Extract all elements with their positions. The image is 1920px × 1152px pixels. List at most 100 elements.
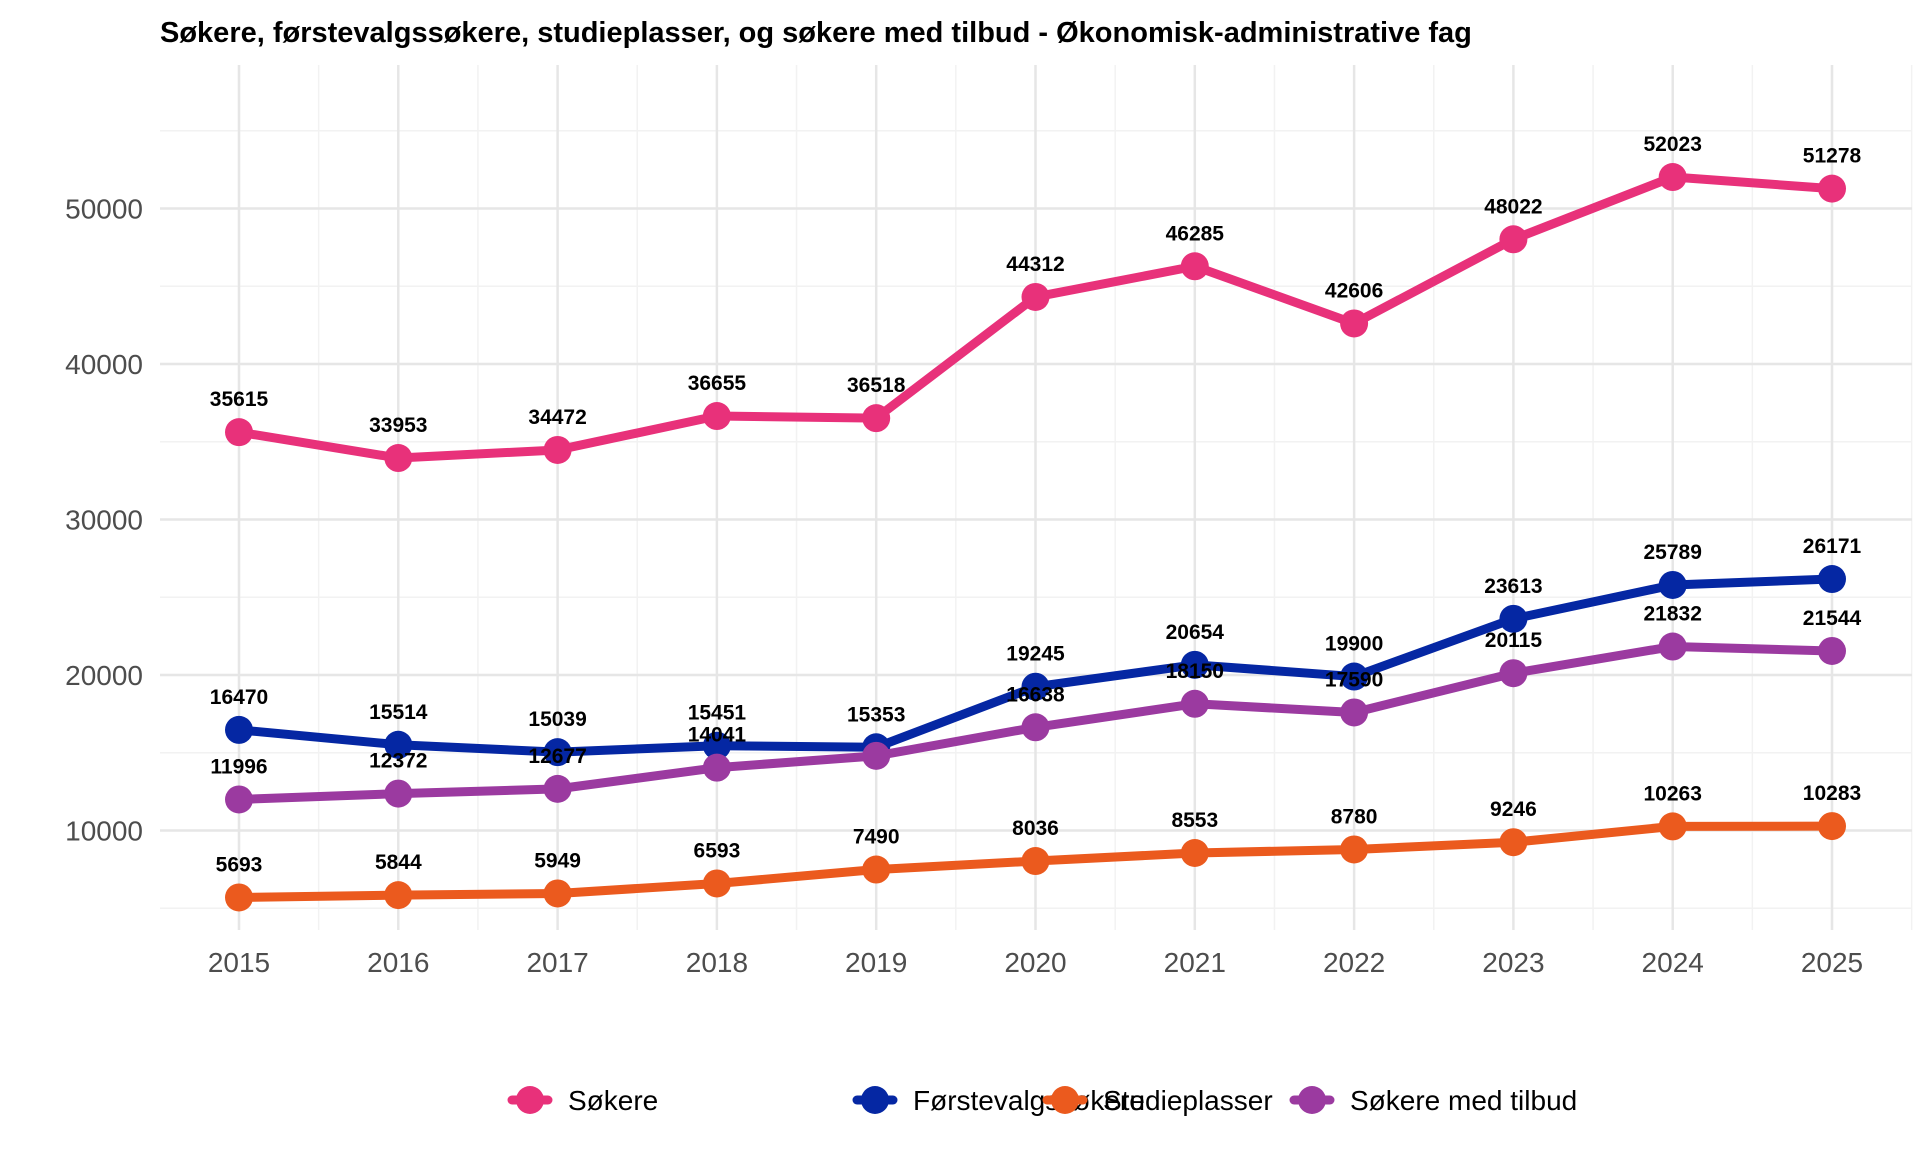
data-label: 44312 — [1006, 253, 1064, 276]
data-label: 20654 — [1166, 621, 1225, 644]
data-point — [1499, 828, 1528, 857]
legend-label: Førstevalgssøkere — [913, 1085, 1145, 1116]
x-tick-label: 2018 — [686, 947, 748, 978]
data-point — [1180, 252, 1209, 281]
data-point — [702, 753, 731, 782]
data-point — [384, 444, 413, 473]
x-tick-label: 2020 — [1004, 947, 1066, 978]
data-point — [543, 435, 572, 464]
data-point — [702, 731, 731, 760]
data-label: 5949 — [534, 849, 581, 872]
data-label: 8780 — [1331, 805, 1378, 828]
legend-key-point — [516, 1086, 544, 1114]
legend-key-point — [1051, 1086, 1079, 1114]
x-tick-label: 2024 — [1642, 947, 1704, 978]
y-tick-label: 20000 — [65, 660, 143, 691]
data-label: 20115 — [1485, 629, 1543, 652]
data-point — [1340, 309, 1369, 338]
data-point — [1021, 672, 1050, 701]
data-label: 16470 — [210, 686, 268, 709]
data-label: 15451 — [688, 702, 747, 725]
data-point — [384, 730, 413, 759]
x-tick-label: 2015 — [208, 947, 270, 978]
data-label: 10283 — [1803, 782, 1861, 805]
legend-label: Søkere med tilbud — [1350, 1085, 1577, 1116]
data-label: 8553 — [1171, 809, 1218, 832]
legend-label: Søkere — [568, 1085, 658, 1116]
data-point — [1340, 662, 1369, 691]
data-label: 9246 — [1490, 798, 1537, 821]
data-label: 10263 — [1643, 782, 1701, 805]
data-label: 34472 — [528, 406, 586, 429]
series-layer — [225, 163, 1846, 912]
data-label: 5844 — [375, 851, 422, 874]
data-label: 52023 — [1643, 133, 1701, 156]
y-tick-label: 40000 — [65, 349, 143, 380]
x-tick-label: 2021 — [1164, 947, 1226, 978]
data-point — [702, 869, 731, 898]
y-tick-label: 50000 — [65, 194, 143, 225]
data-point — [225, 418, 253, 447]
data-label: 8036 — [1012, 817, 1059, 840]
x-tick-label: 2025 — [1801, 947, 1863, 978]
data-point — [1818, 174, 1846, 203]
data-label: 25789 — [1643, 541, 1701, 564]
x-tick-label: 2017 — [526, 947, 588, 978]
legend-key-point — [861, 1086, 889, 1114]
data-point — [862, 404, 891, 433]
data-point — [225, 883, 253, 912]
chart-title: Søkere, førstevalgssøkere, studieplasser… — [160, 17, 1472, 49]
data-point — [1818, 636, 1846, 665]
data-point — [1021, 847, 1050, 876]
data-point — [862, 741, 891, 770]
legend-label: Studieplasser — [1103, 1085, 1273, 1116]
data-point — [1499, 604, 1528, 633]
data-point — [543, 774, 572, 803]
data-label: 14041 — [688, 724, 747, 747]
y-tick-label: 10000 — [65, 816, 143, 847]
data-label: 36518 — [847, 374, 906, 397]
data-point — [543, 879, 572, 908]
data-label: 16638 — [1006, 683, 1065, 706]
data-point — [1658, 812, 1687, 841]
data-point — [225, 785, 253, 814]
data-labels: 35615 33953 34472 36655 36518 44312 46285 42606… — [210, 133, 1862, 876]
data-point — [1340, 698, 1369, 727]
data-point — [1499, 659, 1528, 688]
data-label: 15514 — [369, 701, 428, 724]
data-point — [1658, 632, 1687, 661]
data-label: 21832 — [1643, 603, 1701, 626]
data-point — [1180, 689, 1209, 718]
x-tick-label: 2019 — [845, 947, 907, 978]
data-label: 21544 — [1803, 607, 1862, 630]
data-point — [1021, 713, 1050, 742]
data-label: 12372 — [369, 750, 427, 773]
x-tick-label: 2022 — [1323, 947, 1385, 978]
data-label: 18150 — [1166, 660, 1224, 683]
data-point — [862, 855, 891, 884]
data-point — [1180, 839, 1209, 868]
data-point — [225, 715, 253, 744]
data-point — [1818, 812, 1846, 841]
data-point — [1818, 565, 1846, 594]
data-point — [543, 738, 572, 767]
data-label: 42606 — [1325, 279, 1383, 302]
x-axis-ticks: 2015 2016 2017 2018 2019 2020 2021 2022 2023 2024… — [208, 947, 1863, 978]
data-label: 6593 — [694, 839, 741, 862]
data-label: 12677 — [528, 745, 586, 768]
data-label: 11996 — [210, 755, 267, 778]
data-point — [384, 779, 413, 808]
data-point — [1658, 163, 1687, 192]
x-tick-label: 2023 — [1482, 947, 1544, 978]
data-label: 33953 — [369, 414, 427, 437]
data-label: 36655 — [688, 372, 747, 395]
data-label: 48022 — [1484, 195, 1542, 218]
data-point — [1658, 570, 1687, 599]
data-label: 19245 — [1006, 643, 1065, 666]
data-label: 26171 — [1803, 535, 1862, 558]
data-point — [702, 402, 731, 431]
data-label: 46285 — [1166, 222, 1225, 245]
data-label: 19900 — [1325, 633, 1383, 656]
